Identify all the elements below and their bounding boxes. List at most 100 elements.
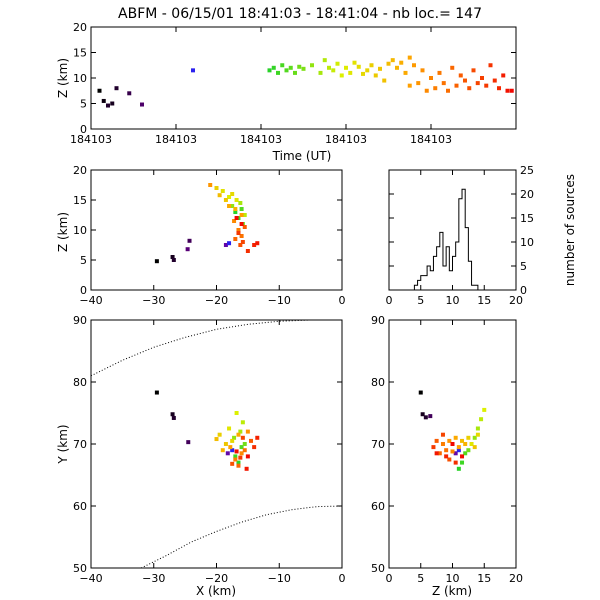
- y-tick-label: 20: [73, 21, 87, 34]
- source-point: [416, 81, 421, 86]
- source-point: [429, 76, 433, 80]
- xz-y-axis-label: Z (km): [56, 212, 70, 252]
- x-tick-label: 10: [446, 572, 460, 585]
- source-point: [233, 457, 238, 462]
- source-point: [458, 73, 463, 78]
- source-point: [236, 460, 241, 465]
- source-point: [110, 101, 115, 106]
- source-point: [501, 73, 506, 78]
- source-point: [454, 83, 459, 88]
- source-point: [214, 437, 219, 442]
- source-point: [420, 68, 425, 73]
- source-point: [101, 98, 106, 103]
- source-point: [114, 86, 119, 91]
- source-point: [238, 429, 243, 434]
- source-point: [475, 426, 480, 431]
- source-point: [463, 442, 468, 446]
- x-tick-label: 20: [509, 572, 523, 585]
- source-point: [412, 63, 416, 68]
- reference-curve-upper: [90, 319, 342, 377]
- x-tick-label: 184103: [70, 133, 112, 146]
- source-point: [240, 240, 245, 244]
- source-point: [463, 78, 467, 83]
- source-point: [378, 66, 382, 71]
- source-point: [456, 445, 461, 450]
- source-point: [249, 438, 254, 443]
- y-tick-label: 10: [73, 224, 87, 237]
- y-tick-label: 50: [73, 562, 87, 575]
- source-point: [232, 219, 237, 223]
- source-point: [497, 86, 501, 91]
- source-point: [395, 65, 399, 70]
- source-point: [356, 64, 361, 69]
- y-tick-label: 15: [73, 194, 87, 207]
- y-tick-label: 60: [371, 500, 385, 513]
- x-tick-label: −20: [205, 294, 228, 307]
- source-point: [238, 243, 243, 247]
- y-tick-label: 0: [80, 123, 87, 136]
- source-point: [271, 65, 276, 70]
- source-point: [418, 390, 423, 395]
- y-tick-label: 25: [520, 164, 534, 177]
- y-tick-label: 90: [73, 314, 87, 327]
- x-tick-label: 5: [417, 572, 424, 585]
- source-point: [236, 432, 241, 437]
- reference-curve-lower: [140, 505, 343, 569]
- x-tick-label: 184103: [325, 133, 367, 146]
- histogram-y-axis-label: number of sources: [563, 174, 577, 286]
- figure-title: ABFM - 06/15/01 18:41:03 - 18:41:04 - nb…: [118, 6, 482, 22]
- y-tick-label: 5: [80, 98, 87, 111]
- time-y-axis-label: Z (km): [56, 58, 70, 98]
- source-point: [322, 58, 327, 63]
- source-point: [399, 60, 404, 65]
- source-point: [335, 61, 340, 66]
- source-point: [233, 210, 238, 214]
- source-point: [217, 432, 222, 437]
- source-point: [230, 192, 235, 196]
- source-point: [242, 225, 247, 229]
- source-point: [420, 412, 425, 417]
- y-tick-label: 20: [520, 188, 534, 201]
- source-point: [428, 414, 433, 419]
- source-point: [239, 207, 244, 211]
- source-point: [187, 238, 192, 243]
- x-tick-label: −20: [205, 572, 228, 585]
- source-point: [444, 454, 449, 459]
- source-point: [480, 76, 484, 80]
- source-point: [214, 186, 219, 190]
- source-point: [365, 68, 370, 73]
- y-tick-label: 5: [520, 260, 527, 273]
- x-tick-label: 0: [339, 294, 346, 307]
- x-tick-label: 5: [417, 294, 424, 307]
- source-point: [423, 415, 428, 420]
- source-point: [284, 68, 289, 73]
- source-point: [220, 189, 225, 193]
- source-point: [255, 435, 260, 440]
- y-tick-label: 80: [73, 376, 87, 389]
- source-point: [97, 88, 102, 93]
- x-tick-label: 0: [386, 572, 393, 585]
- source-point: [170, 255, 175, 259]
- source-point: [255, 241, 260, 246]
- x-tick-label: 184103: [410, 133, 452, 146]
- x-tick-label: 184103: [155, 133, 197, 146]
- x-tick-label: 15: [477, 294, 491, 307]
- source-point: [453, 460, 458, 465]
- source-point: [191, 68, 195, 73]
- source-point: [238, 455, 243, 460]
- source-point: [239, 445, 244, 450]
- source-point: [369, 63, 374, 68]
- x-tick-label: 10: [446, 294, 460, 307]
- source-point: [297, 64, 302, 69]
- y-tick-label: 0: [520, 284, 527, 297]
- source-point: [239, 222, 244, 226]
- source-point: [234, 198, 239, 202]
- source-point: [453, 451, 458, 456]
- source-point: [154, 259, 159, 264]
- source-point: [223, 243, 228, 247]
- source-point: [208, 183, 213, 187]
- x-tick-label: −30: [142, 572, 165, 585]
- source-point: [230, 448, 235, 453]
- source-point: [242, 442, 247, 446]
